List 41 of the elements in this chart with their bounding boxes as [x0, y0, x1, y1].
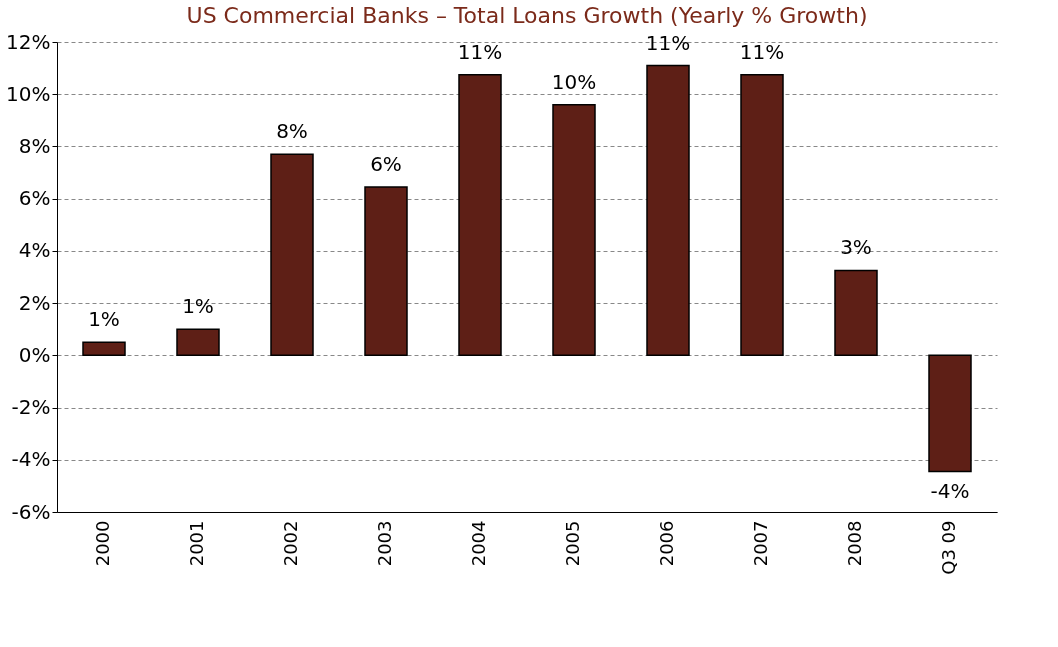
data-label: 11%	[739, 39, 785, 64]
bar	[82, 341, 126, 357]
data-label: 1%	[182, 294, 214, 319]
bar	[364, 186, 408, 357]
data-label: 8%	[276, 119, 308, 144]
y-tick-label: -2%	[11, 395, 51, 420]
bar	[740, 73, 784, 357]
data-label: -4%	[930, 478, 970, 503]
bar	[552, 103, 596, 357]
y-tick-label: -6%	[11, 499, 51, 524]
x-tick-label: 2002	[280, 520, 301, 567]
y-tick-label: 0%	[18, 342, 51, 367]
data-label: 11%	[457, 39, 503, 64]
x-tick-label: 2001	[186, 520, 207, 567]
y-tick-label: 4%	[18, 238, 51, 263]
data-label: 11%	[645, 30, 691, 55]
x-tick-label: 2004	[468, 520, 489, 567]
y-tick-label: 6%	[18, 186, 51, 211]
x-tick-label: 2003	[374, 520, 395, 567]
data-label: 1%	[88, 307, 120, 332]
y-tick-label: 8%	[18, 133, 51, 158]
bar	[458, 73, 502, 357]
x-tick-label: 2005	[562, 520, 583, 567]
x-tick-label: 2008	[844, 520, 865, 567]
x-tick-label: 2006	[656, 520, 677, 567]
chart-title: US Commercial Banks – Total Loans Growth (Yearly % Growth)	[186, 3, 868, 28]
bar	[928, 354, 972, 473]
data-label: 3%	[840, 235, 872, 260]
y-tick-label: 2%	[18, 290, 51, 315]
data-label: 10%	[551, 69, 597, 94]
y-tick-label: 12%	[6, 29, 51, 54]
bar	[834, 269, 878, 357]
x-tick-label: Q3 09	[938, 520, 959, 575]
y-tick-label: -4%	[11, 447, 51, 472]
x-tick-label: 2000	[92, 520, 113, 567]
data-label: 6%	[370, 151, 402, 176]
x-tick-label: 2007	[750, 520, 771, 567]
bar	[176, 328, 220, 357]
bar	[270, 153, 314, 357]
bar	[646, 64, 690, 357]
y-tick-label: 10%	[6, 81, 51, 106]
